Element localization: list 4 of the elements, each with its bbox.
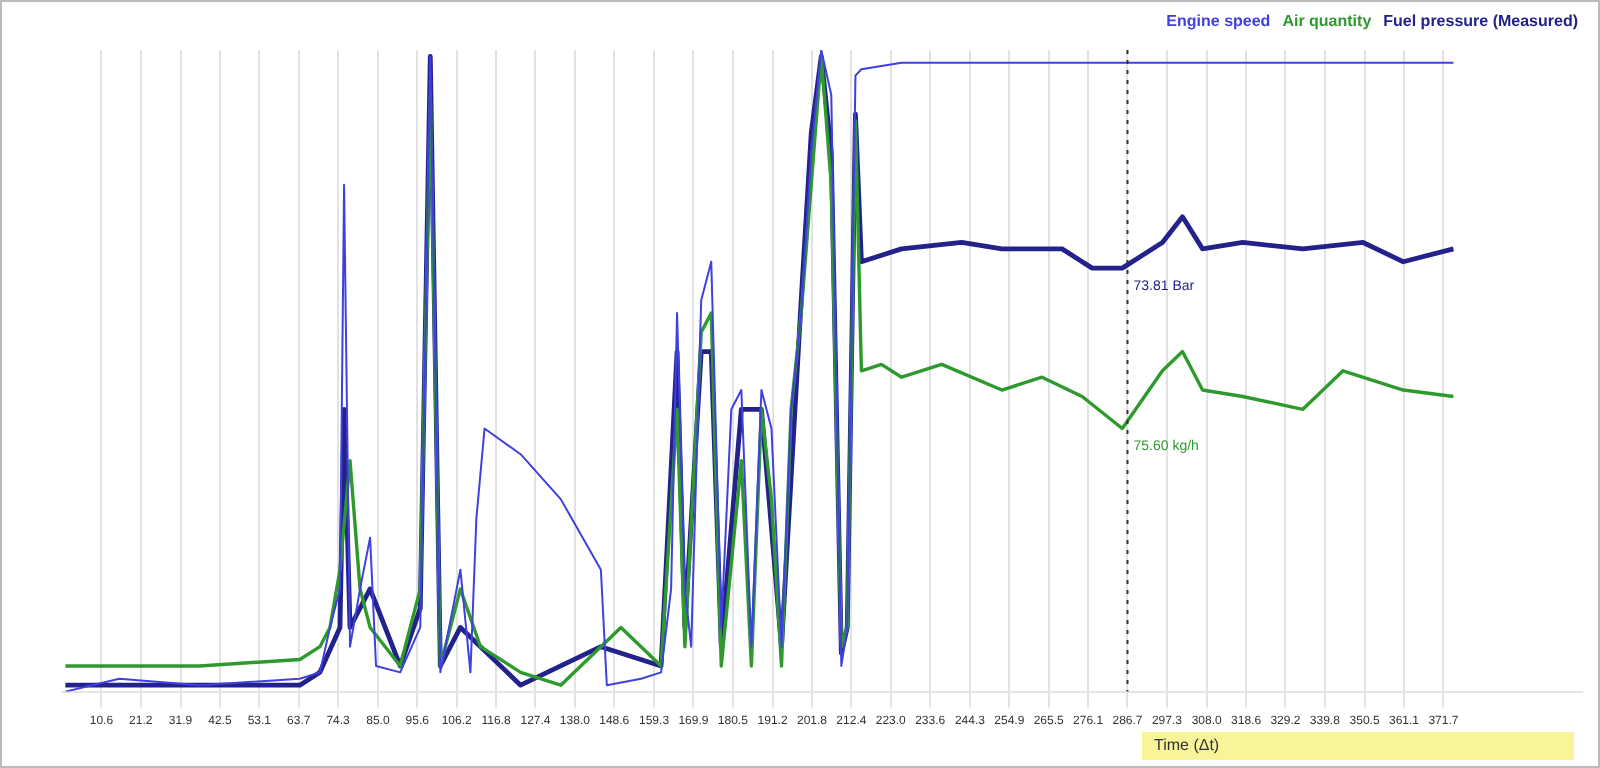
- text: Fuel pressure (Measured): [1383, 12, 1579, 31]
- x-axis-title: Time (Δt): [1142, 732, 1574, 760]
- text: Engine speed: [1166, 12, 1271, 31]
- text: Air quantity: [1282, 12, 1373, 31]
